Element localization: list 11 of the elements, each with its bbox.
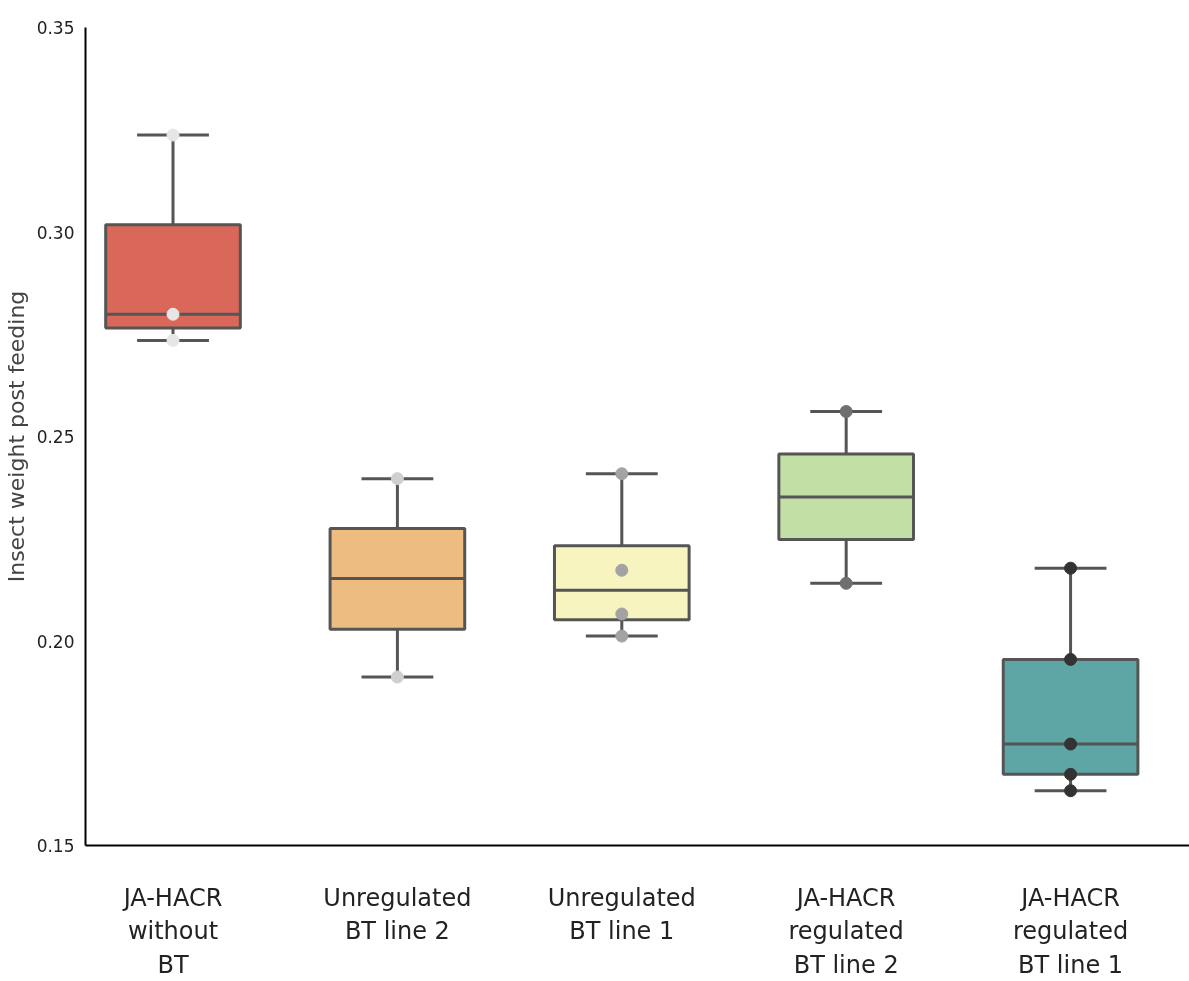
x-tick-label: JA-HACR regulated BT line 2: [788, 883, 904, 979]
x-tick-label: Unregulated BT line 1: [547, 883, 696, 946]
y-tick-label: 0.20: [36, 631, 75, 652]
y-tick-label: 0.25: [36, 427, 75, 447]
y-axis-title: Insect weight post feeding: [3, 290, 29, 583]
y-tick-label: 0.15: [36, 836, 75, 856]
y-tick-label: 0.35: [36, 18, 75, 38]
x-tick-label: JA-HACR regulated BT line 1: [1012, 883, 1129, 979]
y-tick-label: 0.30: [36, 222, 75, 243]
x-tick-label: JA-HACR without BT: [121, 883, 223, 979]
x-tick-label: Unregulated BT line 2: [323, 883, 472, 946]
